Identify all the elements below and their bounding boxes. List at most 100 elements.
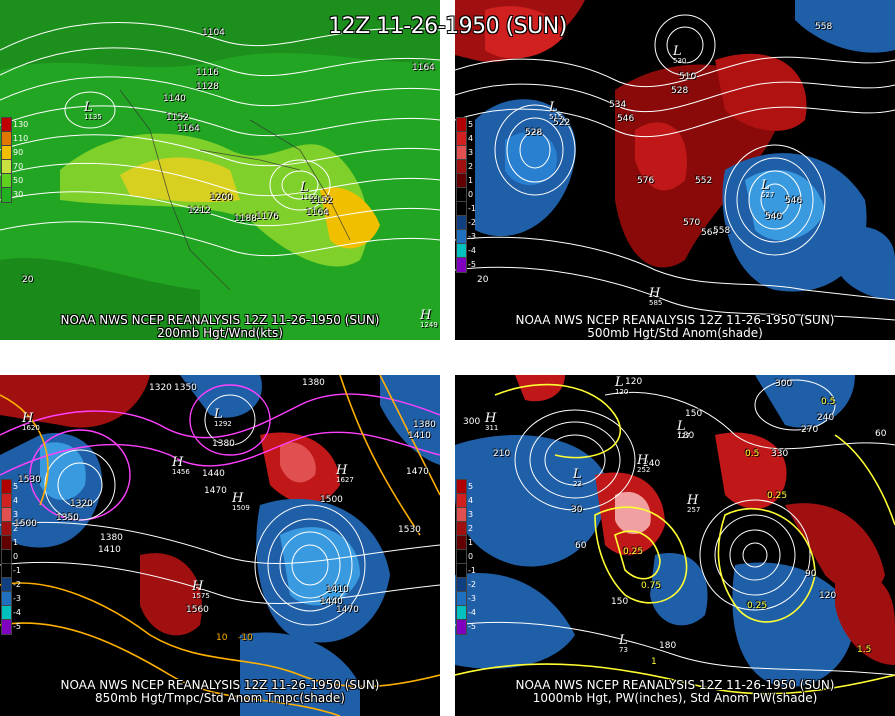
- contour-label: 1410: [326, 585, 349, 595]
- legend-row: 1: [456, 535, 497, 551]
- contour-label: 1440: [320, 597, 343, 607]
- contour-label: 20: [477, 275, 489, 285]
- legend-swatch: [456, 201, 467, 217]
- contour-label: 522: [553, 118, 571, 128]
- legend-swatch: [1, 577, 12, 593]
- footer-1000mb-fields: 1000mb Hgt, PW(inches), Std Anom PW(shad…: [532, 691, 818, 705]
- high-marker: H 1575: [192, 579, 210, 600]
- contour-label: 528: [671, 86, 689, 96]
- legend-swatch: [1, 117, 12, 133]
- legend-label: 4: [468, 134, 474, 143]
- contour-label: 1530: [18, 475, 41, 485]
- high-marker: H 1456: [172, 455, 190, 476]
- high-marker: H 252: [637, 453, 651, 474]
- legend-swatch: [456, 257, 467, 273]
- contour-label: 558: [713, 226, 731, 236]
- contour-label: 330: [771, 449, 789, 459]
- contour-label: 1380: [100, 533, 123, 543]
- pw-contour-label: 0.5: [745, 449, 760, 459]
- legend-swatch: [1, 619, 12, 635]
- legend-label: -1: [468, 566, 476, 575]
- legend-row: 50: [1, 173, 42, 189]
- legend-row: 0: [1, 549, 42, 565]
- pw-contour-label: 1: [651, 657, 657, 667]
- pw-contour-label: 0.25: [747, 601, 768, 611]
- legend-label: 70: [13, 162, 24, 171]
- legend-swatch: [456, 577, 467, 593]
- legend-swatch: [456, 619, 467, 635]
- contour-label: 1410: [98, 545, 121, 555]
- contour-label: 1164: [177, 124, 200, 134]
- footer-200mb-fields: 200mb Hgt/Wnd(kts): [157, 326, 283, 340]
- contour-label: 546: [785, 196, 803, 206]
- legend-label: 0: [468, 190, 474, 199]
- contour-label: 90: [805, 569, 817, 579]
- contour-label: 1380: [413, 420, 436, 430]
- pw-contour-label: 0.5: [821, 397, 836, 407]
- contour-label: 1116: [196, 68, 219, 78]
- legend-label: -3: [13, 594, 21, 603]
- contour-label: 1200: [210, 193, 233, 203]
- legend-label: 5: [468, 482, 474, 491]
- contour-label: 1530: [398, 525, 421, 535]
- legend-label: 5: [468, 120, 474, 129]
- map-200mb: [0, 0, 440, 340]
- low-marker: L 527: [761, 178, 775, 199]
- legend-swatch: [456, 215, 467, 231]
- legend-row: -3: [456, 591, 497, 607]
- legend-label: 2: [13, 524, 19, 533]
- legend-row: 5: [456, 479, 497, 495]
- legend-swatch: [456, 563, 467, 579]
- contour-label: 210: [493, 449, 511, 459]
- contour-label: 60: [875, 429, 887, 439]
- legend-1000mb: 5 4 3 2 1 0 -1 -2 -3 -4 -5: [456, 479, 497, 635]
- legend-row: 110: [1, 131, 42, 147]
- contour-label: 1212: [188, 206, 211, 216]
- legend-row: 30: [1, 187, 42, 203]
- legend-label: 2: [468, 524, 474, 533]
- legend-row: -5: [456, 257, 497, 273]
- legend-swatch: [456, 131, 467, 147]
- panel-1000mb: 5 4 3 2 1 0 -1 -2 -3 -4 -5 300 210 150 120 180 240…: [455, 375, 895, 716]
- legend-label: 4: [13, 496, 19, 505]
- legend-label: 130: [13, 120, 29, 129]
- legend-label: 50: [13, 176, 24, 185]
- legend-label: 5: [13, 482, 19, 491]
- contour-label: 20: [22, 275, 34, 285]
- low-marker: L 1152: [300, 180, 318, 201]
- pw-contour-label: 0.75: [641, 581, 662, 591]
- contour-label: 1350: [56, 513, 79, 523]
- contour-label: 528: [525, 128, 543, 138]
- legend-label: 30: [13, 190, 24, 199]
- footer-500mb-source: NOAA NWS NCEP REANALYSIS 12Z 11-26-1950 …: [515, 313, 835, 327]
- contour-label: 1380: [302, 378, 325, 388]
- contour-label: 1164: [412, 63, 435, 73]
- legend-swatch: [456, 493, 467, 509]
- legend-label: -4: [468, 246, 476, 255]
- legend-row: 130: [1, 117, 42, 133]
- legend-swatch: [1, 187, 12, 203]
- legend-row: -3: [456, 229, 497, 245]
- legend-row: -1: [1, 563, 42, 579]
- temperature-contour-label: 10: [216, 633, 228, 643]
- contour-label: 1440: [202, 469, 225, 479]
- legend-swatch: [1, 507, 12, 523]
- low-marker: L 23: [573, 467, 582, 488]
- legend-500mb: 5 4 3 2 1 0 -1 -2 -3 -4 -5: [456, 117, 497, 273]
- contour-label: 570: [683, 218, 701, 228]
- temperature-contour-label: -10: [238, 633, 253, 643]
- legend-row: -2: [456, 577, 497, 593]
- legend-row: 4: [456, 493, 497, 509]
- legend-label: -1: [468, 204, 476, 213]
- legend-swatch: [1, 159, 12, 175]
- legend-label: -5: [468, 622, 476, 631]
- contour-label: 180: [659, 641, 677, 651]
- legend-swatch: [456, 145, 467, 161]
- legend-swatch: [1, 145, 12, 161]
- legend-label: 1: [468, 538, 474, 547]
- contour-label: 120: [819, 591, 837, 601]
- legend-row: 2: [456, 159, 497, 175]
- legend-row: -1: [456, 201, 497, 217]
- contour-label: 240: [643, 459, 661, 469]
- high-marker: H 1620: [22, 411, 40, 432]
